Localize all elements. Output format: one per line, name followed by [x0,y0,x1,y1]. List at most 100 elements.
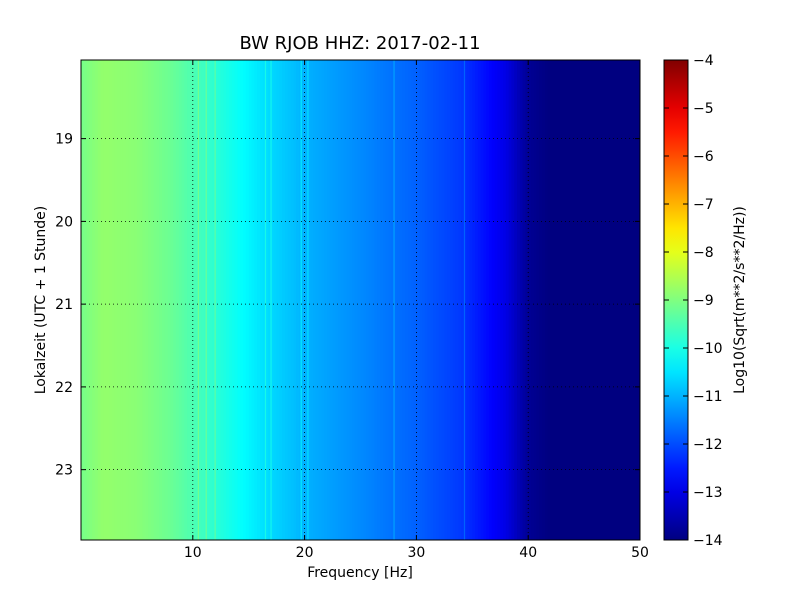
spectrogram-column [531,60,535,540]
spectrogram-column [268,60,272,540]
spectrogram-column [357,60,362,540]
spectrogram-column [360,60,364,540]
spectrogram-column [413,60,417,540]
spectrogram-column [612,60,616,540]
spectrogram-column [458,60,462,540]
spectrogram-column [318,60,322,540]
spectrogram-column [335,60,339,540]
spectrogram-column [97,60,102,540]
colorbar-tick-label: −11 [693,389,723,405]
spectrogram-column [254,60,258,540]
spectrogram-column [500,60,504,540]
spectrogram-column [83,60,88,540]
spectrogram-column [343,60,348,540]
spectrogram-column [441,60,445,540]
spectrogram-column [497,60,501,540]
spectrogram-column [125,60,130,540]
spectrogram-column [452,60,457,540]
spectrogram-column [542,60,546,540]
x-tick-label: 40 [519,545,537,561]
colorbar-tick-label: −12 [693,437,723,453]
spectrogram-column [307,60,311,540]
spectrogram-column [399,60,404,540]
spectrogram-column [589,60,594,540]
spectrogram-column [433,60,437,540]
spectrogram-column [226,60,230,540]
spectrogram-column [626,60,630,540]
spectrogram-column [220,60,225,540]
colorbar-tick-label: −13 [693,485,723,501]
plot-frame [80,59,641,541]
spectrogram-column [106,60,110,540]
spectrogram-column [477,60,482,540]
spectrogram-column [598,60,602,540]
spectrogram-column [209,60,213,540]
spectrogram-column [139,60,144,540]
spectrogram-column [352,60,356,540]
colorbar-tick-label: −9 [693,293,714,309]
spectrogram-column [561,60,566,540]
spectrogram-column [259,60,264,540]
spectrogram-column [271,60,275,540]
spectrogram-column [380,60,384,540]
colorbar-label: Log10(Sqrt(m**2/s**2/Hz)) [732,206,748,394]
spectrogram-column [623,60,627,540]
spectrogram-column [427,60,431,540]
spectrogram-column [416,60,420,540]
spectral-lines [197,60,466,540]
colorbar-tick-label: −14 [693,533,723,549]
spectrogram-column [550,60,554,540]
spectrogram-column [514,60,518,540]
spectrogram-column [326,60,331,540]
spectrogram-column [628,60,633,540]
spectrogram-column [556,60,560,540]
spectrogram-column [192,60,197,540]
spectrogram-column [463,60,468,540]
spectrogram-column [396,60,401,540]
spectrogram-column [198,60,202,540]
spectrogram-column [240,60,244,540]
spectrogram-column [215,60,219,540]
spectrogram-column [461,60,465,540]
spectrogram-column [262,60,267,540]
spectrogram-column [131,60,135,540]
spectrogram-column [553,60,557,540]
spectrogram-column [237,60,241,540]
spectrogram-column [486,60,490,540]
spectrogram-column [419,60,423,540]
spectrogram-column [217,60,222,540]
spectrogram-column [315,60,320,540]
spectrogram-column [170,60,174,540]
spectrogram-column [449,60,454,540]
spectrogram-column [162,60,166,540]
colorbar-tick-label: −10 [693,341,723,357]
spectrogram-column [525,60,529,540]
y-tick-label: 20 [55,214,73,230]
x-tick-label: 20 [296,545,314,561]
spectrogram-column [536,60,540,540]
spectrogram-column [114,60,118,540]
spectrogram-column [248,60,253,540]
spectrogram-column [519,60,524,540]
spectrogram-column [505,60,510,540]
spectrogram-column [447,60,451,540]
spectrogram-column [377,60,381,540]
spectrogram-column [187,60,191,540]
spectrogram-column [120,60,124,540]
spectrogram-column [368,60,373,540]
spectrogram-column [273,60,278,540]
spectrogram-column [382,60,387,540]
spectrogram-column [402,60,406,540]
spectrogram-column [522,60,526,540]
spectrogram-column [584,60,588,540]
spectrogram-column [503,60,507,540]
spectrogram-column [142,60,146,540]
x-tick-label: 10 [184,545,202,561]
spectrogram-column [150,60,155,540]
spectrogram-column [539,60,543,540]
spectrogram-column [167,60,172,540]
spectrogram-column [489,60,493,540]
x-axis-label: Frequency [Hz] [307,565,413,581]
spectrogram-column [276,60,281,540]
spectrogram-column [184,60,188,540]
